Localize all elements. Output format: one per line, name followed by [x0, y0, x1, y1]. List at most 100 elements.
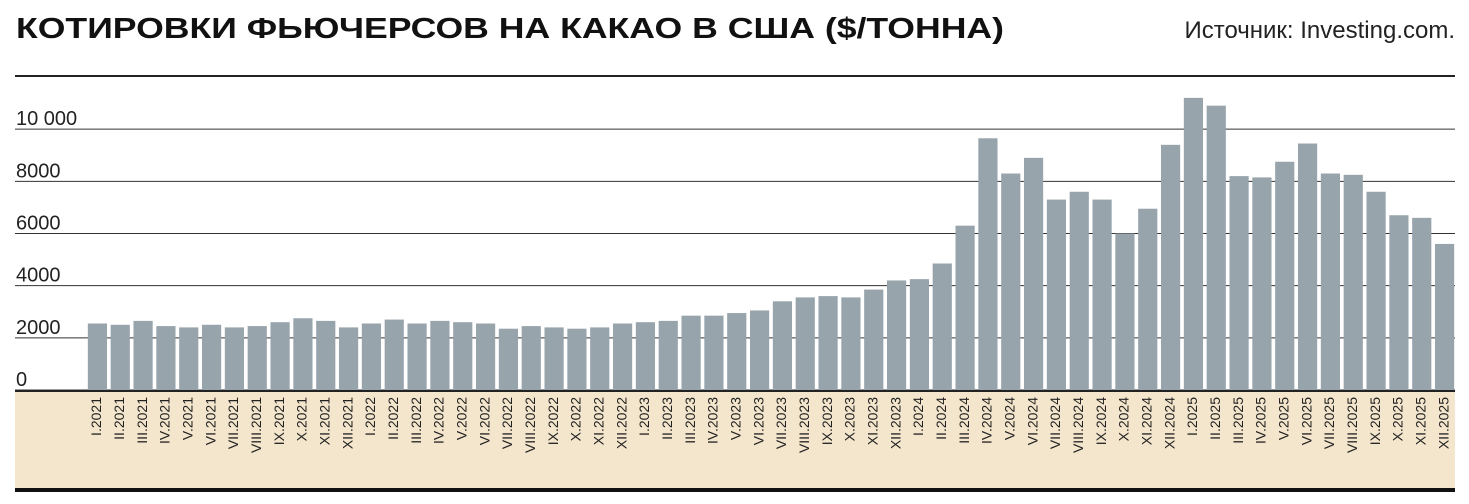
bar	[133, 320, 153, 390]
x-tick-label: V.2025	[1275, 397, 1291, 440]
bar	[270, 322, 290, 390]
bar	[293, 318, 313, 390]
x-tick-label: VI.2025	[1298, 397, 1314, 445]
bar	[361, 323, 382, 390]
bar	[1366, 191, 1386, 390]
x-tick-label: XII.2021	[339, 397, 355, 449]
x-tick-label: IV.2025	[1253, 397, 1269, 444]
x-tick-label: IX.2024	[1093, 397, 1109, 445]
x-tick-label: VI.2023	[750, 397, 766, 445]
x-tick-label: XII.2022	[613, 397, 629, 449]
y-tick-label: 0	[16, 369, 27, 391]
x-tick-label: V.2023	[727, 397, 743, 440]
bar	[1046, 199, 1067, 390]
x-tick-label: XI.2021	[316, 397, 332, 445]
bar	[475, 323, 496, 390]
x-tick-label: VI.2021	[202, 397, 218, 445]
x-tick-label: XII.2023	[887, 397, 903, 449]
bar	[1069, 191, 1089, 390]
x-tick-label: XII.2025	[1435, 397, 1451, 449]
chart-title: КОТИРОВКИ ФЬЮЧЕРСОВ НА КАКАО В США ($/ТО…	[16, 13, 1004, 45]
x-tick-label: VIII.2025	[1344, 397, 1360, 453]
bar	[384, 319, 404, 390]
bar	[247, 326, 267, 390]
x-tick-label: IV.2021	[157, 397, 173, 444]
x-tick-label: VI.2022	[476, 397, 492, 445]
bar	[110, 324, 130, 390]
bar	[864, 289, 884, 390]
bar	[1138, 208, 1158, 390]
x-tick-label: V.2021	[179, 397, 195, 440]
bar	[978, 138, 998, 390]
x-tick-label: IX.2021	[271, 397, 287, 445]
bar	[1434, 243, 1455, 390]
bar	[1092, 199, 1112, 390]
bar	[179, 327, 199, 390]
y-tick-label: 6000	[16, 213, 61, 235]
bar	[521, 326, 541, 390]
bar	[772, 301, 793, 390]
x-tick-label: I.2021	[88, 397, 104, 436]
x-tick-label: IX.2022	[545, 397, 561, 445]
x-tick-label: III.2023	[682, 397, 698, 444]
bar	[1343, 174, 1363, 390]
x-tick-label: X.2025	[1390, 397, 1406, 442]
x-tick-label: X.2024	[1116, 397, 1132, 442]
x-tick-label: XI.2025	[1412, 397, 1428, 445]
x-tick-label: XI.2023	[864, 397, 880, 445]
x-tick-label: VII.2023	[773, 397, 789, 449]
x-tick-label: I.2023	[636, 397, 652, 436]
bar	[955, 225, 975, 390]
x-tick-label: II.2025	[1207, 397, 1223, 440]
bar	[658, 320, 678, 390]
bar	[909, 279, 930, 390]
bar	[1001, 173, 1021, 390]
bar	[1389, 215, 1409, 390]
x-tick-label: III.2022	[408, 397, 424, 444]
bar	[338, 327, 359, 390]
bar	[818, 296, 838, 390]
y-tick-label: 2000	[16, 317, 61, 339]
x-tick-label: VIII.2022	[522, 397, 538, 453]
category-band	[15, 392, 1455, 488]
bar	[1412, 217, 1432, 390]
x-tick-label: XII.2024	[1161, 397, 1177, 449]
source: Источник: Investing.com.	[1184, 17, 1455, 44]
x-tick-label: II.2024	[933, 397, 949, 440]
y-tick-label: 10 000	[16, 108, 77, 130]
x-tick-label: VIII.2021	[248, 397, 264, 453]
bar	[1275, 161, 1295, 390]
x-tick-label: II.2021	[111, 397, 127, 440]
x-tick-label: XI.2022	[590, 397, 606, 445]
bar	[749, 310, 770, 390]
x-tick-label: II.2022	[385, 397, 401, 440]
y-tick-label: 8000	[16, 160, 61, 182]
x-tick-label: III.2024	[956, 397, 972, 444]
bar	[841, 297, 861, 390]
bar	[430, 320, 450, 390]
x-tick-label: IX.2025	[1367, 397, 1383, 445]
x-tick-label: IV.2024	[979, 397, 995, 444]
x-tick-label: I.2022	[362, 397, 378, 436]
bar	[87, 323, 108, 390]
bar	[1297, 143, 1318, 390]
bar	[1023, 157, 1044, 390]
bar	[1252, 177, 1272, 390]
x-tick-label: X.2023	[842, 397, 858, 442]
bar	[635, 322, 656, 390]
bar	[453, 322, 473, 390]
bar	[727, 313, 747, 390]
bar	[407, 323, 427, 390]
bar	[704, 315, 724, 390]
x-tick-label: IV.2022	[431, 397, 447, 444]
bar	[544, 327, 564, 390]
bar	[1206, 105, 1226, 391]
x-tick-label: X.2022	[568, 397, 584, 442]
bar	[932, 263, 952, 390]
bar	[612, 323, 633, 390]
x-tick-label: XI.2024	[1138, 397, 1154, 445]
bar	[567, 328, 587, 390]
y-tick-label: 4000	[16, 265, 61, 287]
bar	[224, 327, 245, 390]
